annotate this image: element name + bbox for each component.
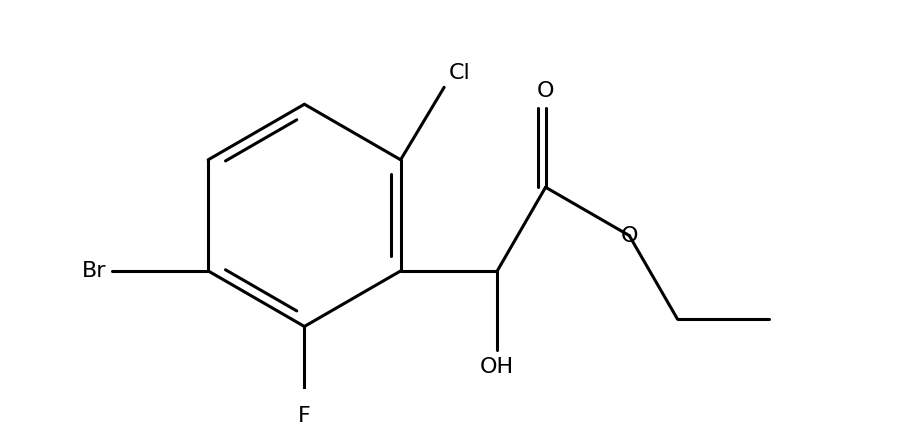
Text: O: O [621,225,638,245]
Text: F: F [298,406,311,426]
Text: Br: Br [83,261,106,281]
Text: OH: OH [480,357,514,377]
Text: O: O [537,81,554,101]
Text: Cl: Cl [449,63,471,83]
